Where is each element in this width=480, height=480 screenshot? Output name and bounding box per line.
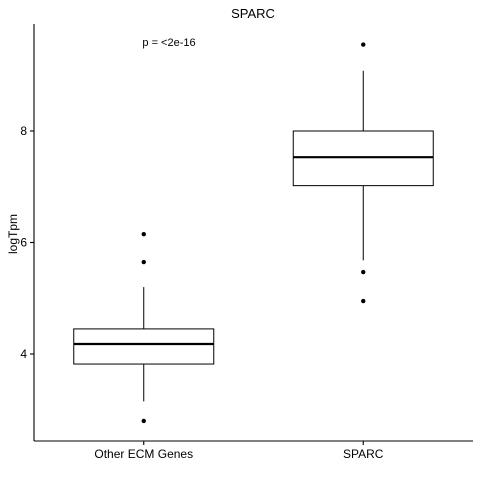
y-tick-label: 6 bbox=[20, 236, 27, 250]
chart-title: SPARC bbox=[231, 6, 275, 21]
iqr-box bbox=[292, 130, 434, 187]
outlier-point bbox=[361, 298, 366, 304]
box-other-ecm-genes bbox=[73, 231, 215, 424]
box-sparc bbox=[292, 42, 434, 304]
x-tick-group: Other ECM Genes SPARC bbox=[94, 441, 384, 461]
y-axis-label: logTpm bbox=[6, 214, 20, 254]
y-tick-label: 8 bbox=[20, 124, 27, 138]
x-tick-label: Other ECM Genes bbox=[94, 447, 193, 461]
outlier-point bbox=[361, 269, 366, 275]
iqr-box bbox=[73, 328, 215, 365]
outlier-point bbox=[141, 259, 146, 265]
outlier-point bbox=[141, 231, 146, 237]
x-tick-label: SPARC bbox=[343, 447, 384, 461]
outlier-point bbox=[141, 418, 146, 424]
outlier-point bbox=[361, 42, 366, 47]
p-value-annotation: p = <2e-16 bbox=[142, 37, 195, 49]
y-tick-label: 4 bbox=[20, 347, 27, 361]
y-tick-group: 4 6 8 bbox=[20, 124, 34, 361]
box-group bbox=[73, 42, 434, 424]
